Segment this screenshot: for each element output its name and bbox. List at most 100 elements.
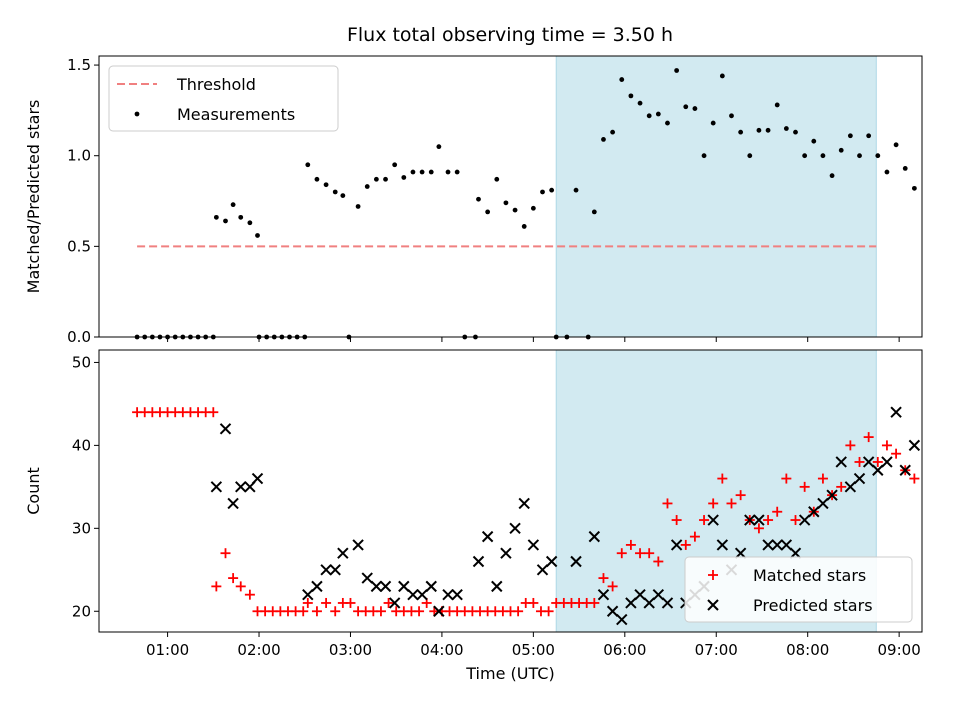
- measurement-point: [829, 173, 835, 179]
- predicted-star-point: [597, 588, 610, 601]
- matched-star-point: [854, 456, 865, 467]
- measurement-point: [530, 205, 536, 211]
- matched-star-point: [781, 473, 792, 484]
- matched-star-point: [790, 515, 801, 526]
- predicted-star-point: [219, 423, 232, 435]
- x-b: [442, 588, 454, 601]
- measurement-point: [549, 187, 555, 193]
- legend-label: Measurements: [177, 105, 295, 124]
- predicted-star-point: [862, 456, 875, 468]
- predicted-star-point: [442, 588, 454, 601]
- predicted-star-point: [500, 547, 512, 559]
- matched-star-point: [635, 548, 646, 559]
- legend-box: [108, 65, 339, 132]
- predicted-star-point: [320, 564, 332, 576]
- measurement-point: [419, 169, 425, 175]
- measurement-point: [373, 176, 379, 182]
- predicted-star-point: [472, 555, 485, 568]
- legend-x-b: [707, 599, 719, 611]
- measurement-point: [665, 120, 670, 126]
- measurement-point: [884, 169, 890, 175]
- legend-box: [684, 556, 913, 623]
- matched-star-point: [235, 581, 246, 592]
- measurement-point: [765, 127, 771, 133]
- measurement-point: [247, 220, 253, 226]
- measurement-point: [793, 129, 798, 135]
- x-b: [370, 580, 383, 593]
- predicted-star-point: [329, 564, 341, 576]
- predicted-star-point: [707, 514, 719, 526]
- matched-star-point: [872, 456, 883, 467]
- measurement-point: [428, 169, 434, 175]
- x-b: [407, 588, 419, 601]
- measurement-point: [213, 214, 219, 220]
- x-b: [472, 555, 485, 568]
- x-b: [570, 555, 582, 568]
- x-b: [853, 472, 866, 485]
- predicted-star-point: [652, 588, 665, 601]
- y-tick-label: 1.5: [67, 56, 91, 74]
- measurement-point: [364, 184, 370, 189]
- x-tick-label: 02:00: [237, 641, 280, 659]
- y-tick-label: 30: [72, 519, 91, 537]
- predicted-star-point: [311, 580, 323, 593]
- x-b: [416, 588, 428, 601]
- predicted-star-point: [899, 464, 911, 476]
- x-b: [890, 406, 902, 418]
- measurement-point: [494, 176, 500, 182]
- matched-star-point: [836, 481, 847, 492]
- measurement-point: [820, 153, 826, 159]
- x-b: [398, 580, 410, 593]
- matched-star-point: [644, 548, 655, 559]
- measurement-point: [323, 182, 329, 188]
- x-b: [235, 481, 247, 493]
- measurement-point: [503, 200, 509, 206]
- x-b: [634, 588, 646, 601]
- x-b: [536, 564, 549, 576]
- y-tick-label: 50: [72, 353, 91, 371]
- x-b: [753, 514, 765, 526]
- legend-measurement-swatch: [134, 111, 140, 117]
- matched-star-point: [302, 597, 313, 608]
- measurement-point: [230, 202, 236, 208]
- matched-star-point: [717, 473, 728, 484]
- x-b: [491, 580, 503, 593]
- count-panel: 20 30 40 50 01:00 02:00 03:00 04:00 05:00 06:00 07…: [24, 349, 923, 683]
- predicted-star-point: [370, 580, 383, 593]
- predicted-star-point: [536, 564, 549, 576]
- measurement-point: [866, 133, 872, 139]
- y-tick-label: 1.0: [67, 147, 91, 165]
- matched-star-point: [909, 473, 920, 484]
- y-axis-label: Count: [24, 467, 43, 515]
- x-b: [302, 588, 314, 601]
- matched-star-point: [753, 523, 764, 534]
- series-matched-stars: [132, 407, 920, 617]
- measurement-point: [774, 102, 780, 108]
- measurement-point: [747, 153, 753, 159]
- matched-star-point: [863, 432, 874, 443]
- measurement-point: [802, 153, 808, 159]
- x-tick-label: 04:00: [420, 641, 463, 659]
- chart-title: Flux total observing time = 3.50 h: [347, 24, 673, 46]
- measurement-point: [683, 104, 689, 110]
- predicted-star-point: [388, 597, 401, 609]
- predicted-star-point: [425, 580, 437, 593]
- matched-star-point: [311, 606, 322, 617]
- matched-star-point: [616, 548, 627, 559]
- matched-star-point: [891, 448, 902, 459]
- predicted-star-point: [509, 522, 521, 535]
- x-b: [744, 514, 756, 526]
- predicted-star-point: [661, 597, 674, 609]
- measurement-point: [601, 136, 606, 142]
- predicted-star-point: [826, 489, 838, 501]
- predicted-star-point: [744, 514, 756, 526]
- x-b: [908, 439, 921, 452]
- x-axis-label: Time (UTC): [465, 664, 554, 683]
- x-b: [780, 539, 793, 551]
- predicted-star-point: [545, 555, 558, 568]
- axes-frame: [98, 349, 923, 633]
- x-b: [451, 588, 463, 601]
- x-b: [337, 547, 349, 559]
- legend-label: Threshold: [176, 75, 256, 94]
- x-b: [481, 530, 494, 543]
